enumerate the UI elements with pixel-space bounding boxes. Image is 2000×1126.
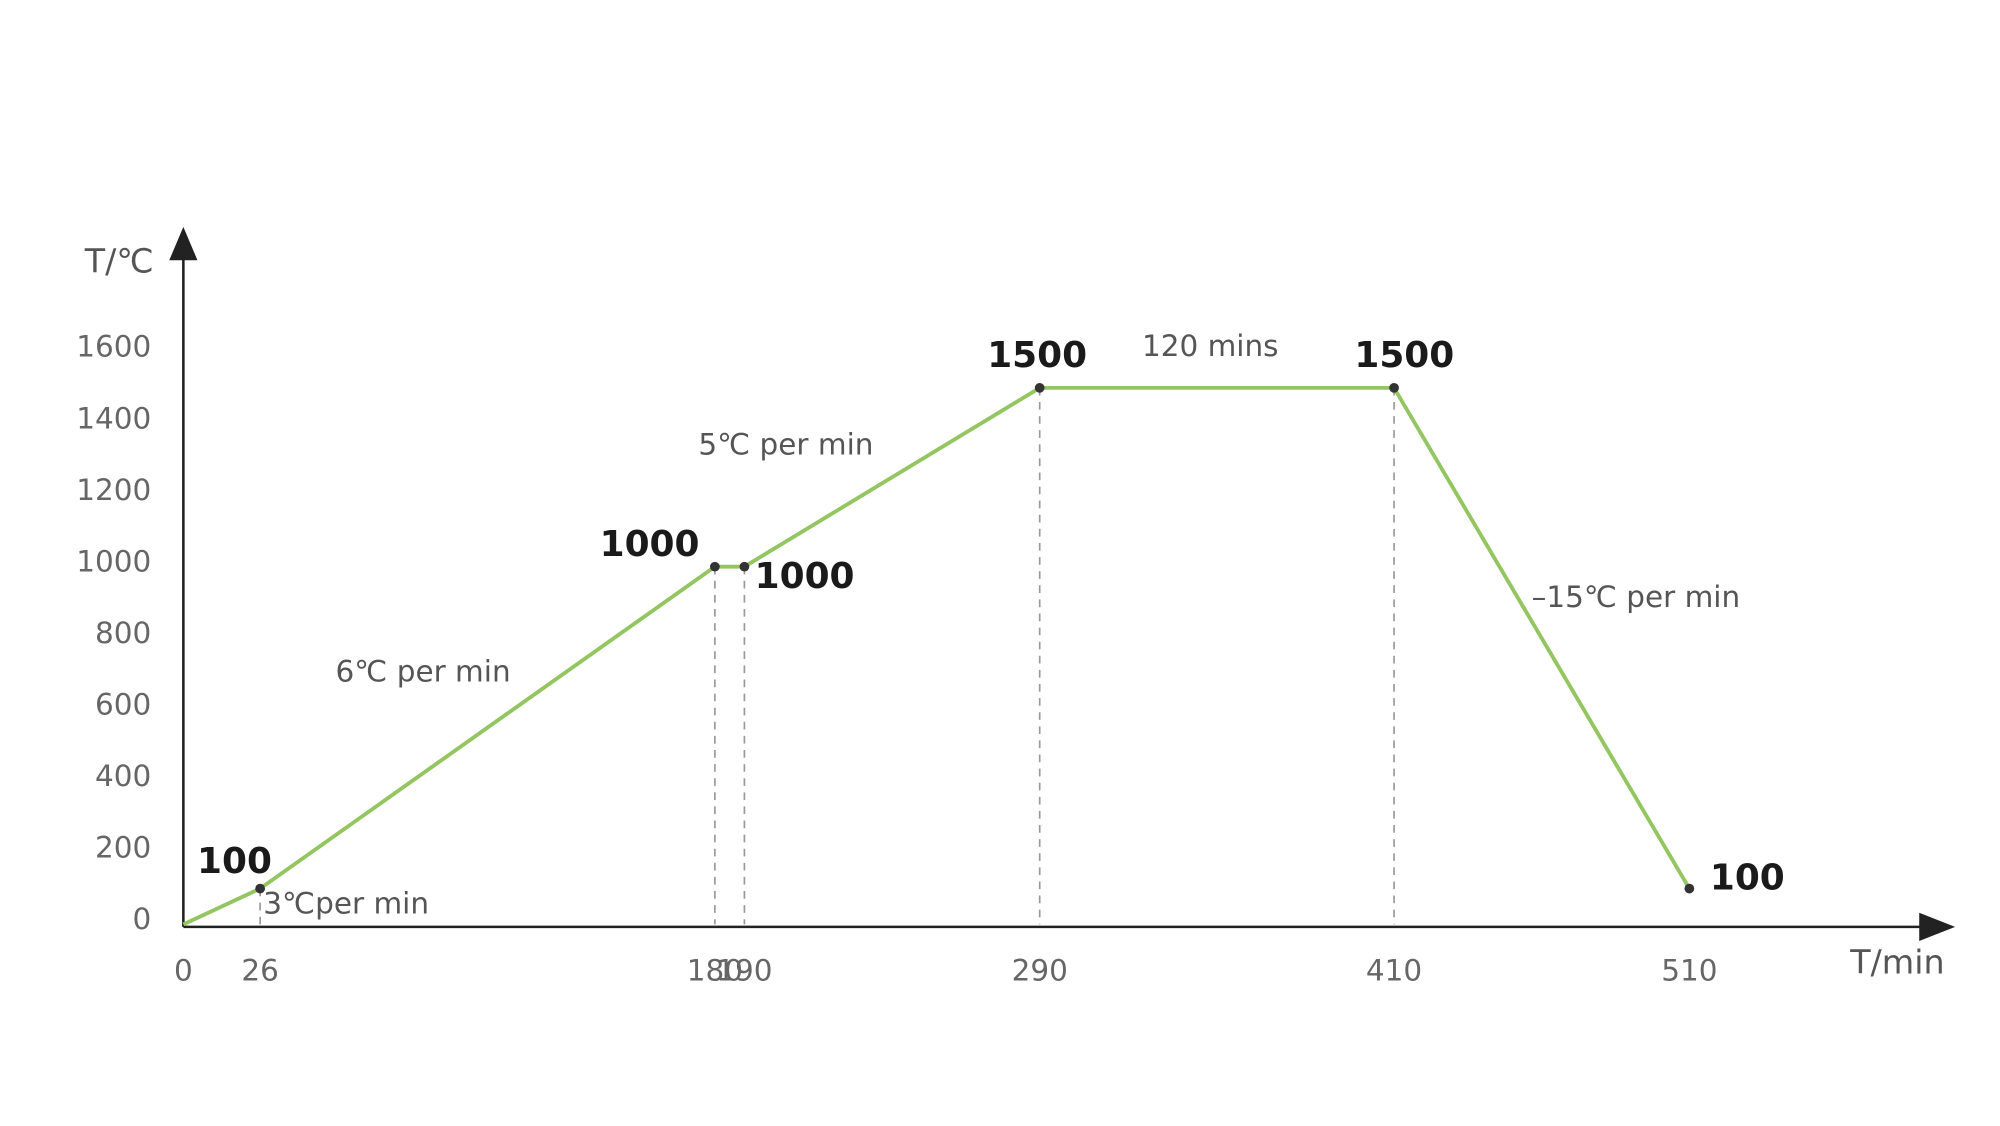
x-tick-label: 510	[1661, 953, 1717, 987]
x-axis-title: T/min	[1849, 943, 1944, 982]
data-label: 1000	[755, 556, 855, 597]
point	[255, 883, 265, 894]
annotation: 6℃ per min	[336, 655, 511, 689]
y-tick-label: 400	[95, 759, 151, 793]
point	[710, 561, 720, 572]
point	[739, 561, 750, 572]
y-tick-label: 200	[95, 830, 151, 864]
y-tick-label: 600	[95, 687, 151, 721]
y-axis-arrow	[169, 226, 198, 261]
annotation: 5℃ per min	[698, 428, 873, 462]
point	[1389, 382, 1399, 393]
y-tick-label: 1600	[76, 330, 151, 364]
x-tick-label: 190	[716, 953, 772, 987]
x-axis-arrow	[1919, 912, 1956, 942]
data-label: 1000	[600, 524, 700, 565]
y-tick-label: 800	[95, 616, 151, 650]
data-label: 1500	[987, 335, 1087, 376]
annotation: 120 mins	[1142, 329, 1279, 363]
y-tick-label: 1200	[76, 473, 151, 507]
data-label: 100	[197, 841, 272, 882]
y-tick-label: 1400	[76, 401, 151, 435]
y-tick-label: 0	[133, 902, 152, 936]
data-label: 100	[1710, 858, 1785, 899]
x-tick-label: 180	[687, 953, 743, 987]
y-axis-title: T/℃	[84, 241, 154, 280]
x-tick-label: 0	[174, 953, 193, 987]
point	[1684, 883, 1695, 894]
annotation: 3℃per min	[263, 887, 429, 921]
x-tick-label: 410	[1366, 953, 1422, 987]
x-tick-label: 290	[1012, 953, 1068, 987]
x-tick-label: 26	[241, 953, 279, 987]
point	[1034, 382, 1045, 393]
annotation: –15℃ per min	[1532, 580, 1741, 614]
data-label: 1500	[1354, 335, 1454, 376]
y-tick-label: 1000	[76, 544, 151, 578]
